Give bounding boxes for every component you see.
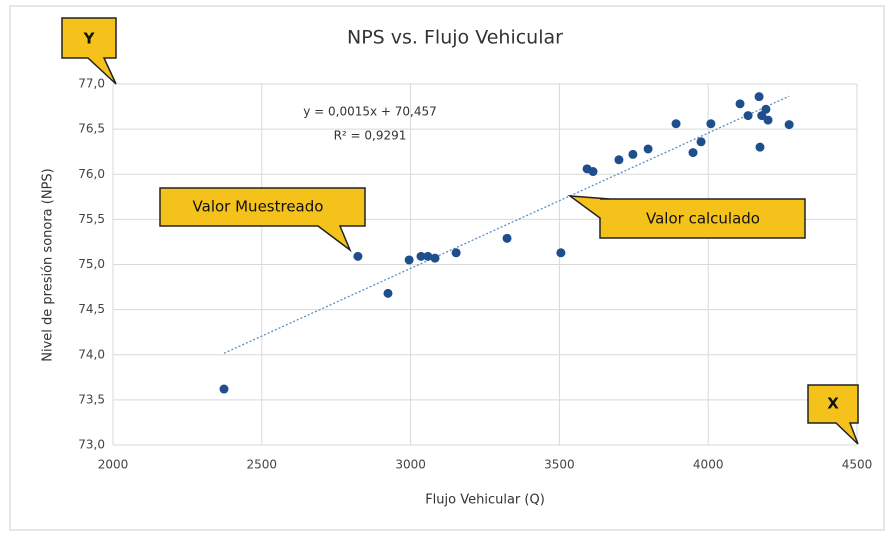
point: [735, 99, 745, 109]
point: [588, 167, 598, 177]
x-tick-label: 2000: [98, 458, 129, 472]
y-tick-label: 75,5: [78, 212, 105, 226]
point: [423, 251, 433, 261]
point: [688, 148, 698, 158]
point: [671, 119, 681, 129]
point: [614, 155, 624, 165]
callout-text: X: [827, 395, 839, 413]
point: [696, 137, 706, 147]
y-tick-label: 74,0: [78, 347, 105, 361]
point: [763, 115, 773, 125]
point: [430, 253, 440, 263]
callout-text: Y: [83, 30, 96, 48]
point: [353, 251, 363, 261]
y-tick-label: 76,5: [78, 122, 105, 136]
point: [643, 144, 653, 154]
x-tick-label: 4000: [693, 458, 724, 472]
x-axis-label: Flujo Vehicular (Q): [425, 493, 545, 508]
callout: [61, 17, 117, 85]
point: [383, 288, 393, 298]
trend-equation: y = 0,0015x + 70,457: [303, 105, 437, 119]
x-tick-label: 3000: [395, 458, 426, 472]
x-tick-label: 4500: [842, 458, 873, 472]
point: [404, 255, 414, 265]
y-tick-label: 73,5: [78, 392, 105, 406]
callout: [567, 195, 806, 239]
point: [628, 149, 638, 159]
point: [416, 251, 426, 261]
point: [502, 233, 512, 243]
point: [784, 120, 794, 130]
point: [743, 111, 753, 121]
callout-text: Valor Muestreado: [193, 198, 324, 216]
chart-title: NPS vs. Flujo Vehicular: [347, 27, 563, 49]
x-tick-label: 2500: [247, 458, 278, 472]
callout-text: Valor calculado: [646, 210, 760, 228]
y-tick-label: 74,5: [78, 302, 105, 316]
trendline: [223, 95, 790, 354]
trend-r2: R² = 0,9291: [334, 129, 407, 143]
y-tick-label: 75,0: [78, 257, 105, 271]
y-tick-label: 73,0: [78, 438, 105, 452]
point: [755, 142, 765, 152]
point: [451, 248, 461, 258]
point: [219, 384, 229, 394]
point: [754, 92, 764, 102]
callout: [159, 187, 366, 253]
chart-frame: [9, 5, 885, 531]
marks: [219, 92, 794, 394]
point: [706, 119, 716, 129]
x-tick-label: 3500: [544, 458, 575, 472]
point: [761, 104, 771, 114]
point: [556, 248, 566, 258]
y-tick-label: 76,0: [78, 167, 105, 181]
y-axis-label: Nivel de presión sonora (NPS): [41, 168, 56, 362]
callout: [807, 384, 859, 445]
y-tick-label: 77,0: [78, 77, 105, 91]
